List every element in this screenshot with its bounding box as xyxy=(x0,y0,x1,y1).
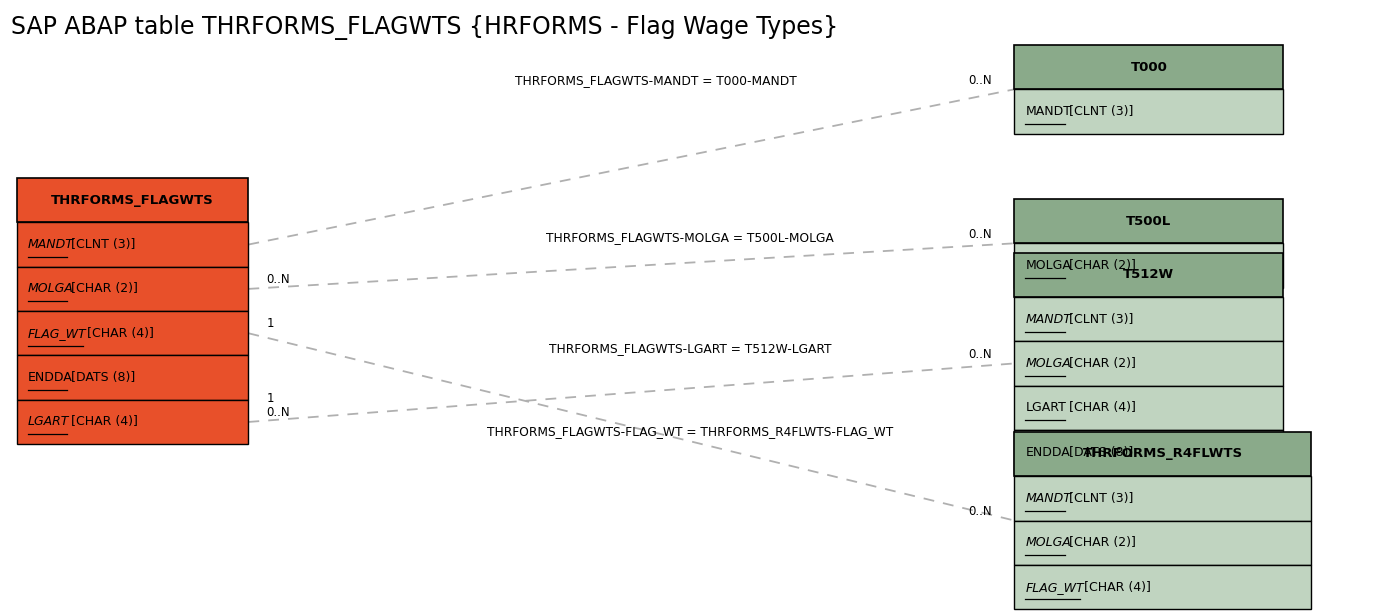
Bar xyxy=(1014,521,1311,565)
Text: [CHAR (2)]: [CHAR (2)] xyxy=(1064,357,1136,370)
Text: MOLGA: MOLGA xyxy=(1025,259,1071,272)
Text: [CHAR (4)]: [CHAR (4)] xyxy=(83,326,153,340)
Text: LGART: LGART xyxy=(1025,401,1067,415)
Text: [CHAR (4)]: [CHAR (4)] xyxy=(68,415,138,429)
Text: [CHAR (4)]: [CHAR (4)] xyxy=(1064,401,1136,415)
Text: THRFORMS_FLAGWTS-LGART = T512W-LGART: THRFORMS_FLAGWTS-LGART = T512W-LGART xyxy=(549,341,831,355)
Text: MANDT: MANDT xyxy=(1025,312,1071,326)
Text: [CLNT (3)]: [CLNT (3)] xyxy=(1064,312,1133,326)
Text: T000: T000 xyxy=(1130,60,1167,74)
Bar xyxy=(17,400,248,444)
Bar xyxy=(1014,253,1283,297)
Text: 0..N: 0..N xyxy=(969,228,992,241)
Text: [DATS (8)]: [DATS (8)] xyxy=(1064,445,1133,459)
Bar xyxy=(1014,476,1311,521)
Bar xyxy=(1014,430,1283,474)
Text: MANDT: MANDT xyxy=(1025,492,1071,505)
Text: 1
0..N: 1 0..N xyxy=(266,392,290,419)
Bar xyxy=(1014,565,1311,609)
Bar xyxy=(1014,297,1283,341)
Bar xyxy=(17,222,248,267)
Text: T512W: T512W xyxy=(1123,268,1174,282)
Text: THRFORMS_FLAGWTS-MOLGA = T500L-MOLGA: THRFORMS_FLAGWTS-MOLGA = T500L-MOLGA xyxy=(546,230,834,244)
Bar xyxy=(1014,199,1283,243)
Text: [CLNT (3)]: [CLNT (3)] xyxy=(1064,105,1133,118)
Text: [CHAR (2)]: [CHAR (2)] xyxy=(68,282,138,296)
Text: THRFORMS_FLAGWTS-MANDT = T000-MANDT: THRFORMS_FLAGWTS-MANDT = T000-MANDT xyxy=(515,73,796,87)
Text: FLAG_WT: FLAG_WT xyxy=(1025,580,1083,594)
Text: T500L: T500L xyxy=(1126,214,1172,228)
Bar xyxy=(1014,386,1283,430)
Bar xyxy=(17,311,248,355)
Bar xyxy=(1014,89,1283,134)
Text: MOLGA: MOLGA xyxy=(1025,357,1071,370)
Bar xyxy=(17,355,248,400)
Text: MOLGA: MOLGA xyxy=(1025,536,1071,549)
Text: SAP ABAP table THRFORMS_FLAGWTS {HRFORMS - Flag Wage Types}: SAP ABAP table THRFORMS_FLAGWTS {HRFORMS… xyxy=(11,15,838,41)
Text: [CHAR (2)]: [CHAR (2)] xyxy=(1064,259,1136,272)
Text: MOLGA: MOLGA xyxy=(28,282,73,296)
Text: [CLNT (3)]: [CLNT (3)] xyxy=(68,238,135,251)
Text: [CLNT (3)]: [CLNT (3)] xyxy=(1064,492,1133,505)
Text: THRFORMS_FLAGWTS-FLAG_WT = THRFORMS_R4FLWTS-FLAG_WT: THRFORMS_FLAGWTS-FLAG_WT = THRFORMS_R4FL… xyxy=(487,424,893,438)
Text: 0..N: 0..N xyxy=(969,505,992,518)
Bar xyxy=(17,267,248,311)
Text: 0..N: 0..N xyxy=(266,273,290,286)
Text: ENDDA: ENDDA xyxy=(28,371,72,384)
Text: FLAG_WT: FLAG_WT xyxy=(28,326,86,340)
Text: MANDT: MANDT xyxy=(28,238,73,251)
Text: [CHAR (2)]: [CHAR (2)] xyxy=(1064,536,1136,549)
Text: [CHAR (4)]: [CHAR (4)] xyxy=(1081,580,1151,594)
Text: MANDT: MANDT xyxy=(1025,105,1071,118)
Text: 0..N: 0..N xyxy=(969,74,992,87)
Bar xyxy=(1014,341,1283,386)
Text: 1: 1 xyxy=(266,317,273,330)
Bar xyxy=(1014,45,1283,89)
Bar xyxy=(1014,243,1283,288)
Text: [DATS (8)]: [DATS (8)] xyxy=(68,371,135,384)
Bar xyxy=(1014,432,1311,476)
Text: 0..N: 0..N xyxy=(969,348,992,361)
Bar xyxy=(17,178,248,222)
Text: ENDDA: ENDDA xyxy=(1025,445,1070,459)
Text: THRFORMS_R4FLWTS: THRFORMS_R4FLWTS xyxy=(1082,447,1243,461)
Text: LGART: LGART xyxy=(28,415,69,429)
Text: THRFORMS_FLAGWTS: THRFORMS_FLAGWTS xyxy=(51,193,214,207)
